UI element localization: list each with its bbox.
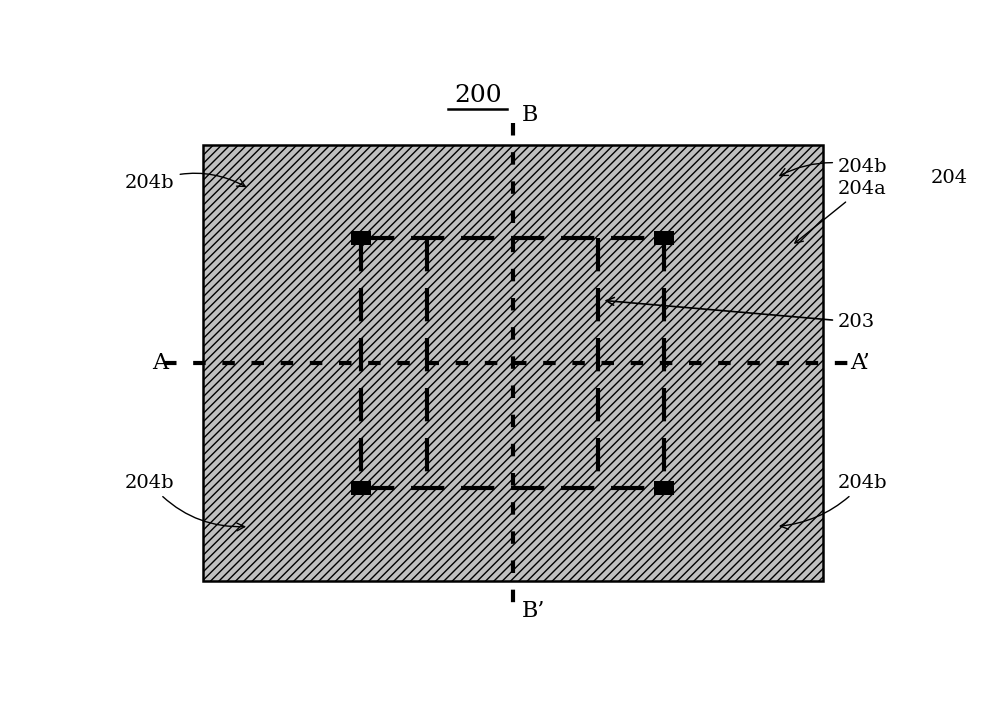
Bar — [654, 231, 674, 245]
Text: A: A — [152, 352, 168, 374]
Text: 204b: 204b — [780, 474, 888, 529]
Text: 204b: 204b — [125, 474, 245, 531]
Bar — [351, 481, 371, 496]
Text: 204: 204 — [931, 169, 968, 187]
Text: 203: 203 — [606, 297, 875, 331]
Text: B’: B’ — [522, 600, 545, 622]
Text: B: B — [522, 104, 538, 126]
Bar — [202, 145, 822, 581]
Bar — [351, 231, 371, 245]
Text: 204a: 204a — [795, 180, 887, 243]
Text: A’: A’ — [850, 352, 870, 374]
Text: 200: 200 — [454, 84, 501, 107]
Bar — [654, 481, 674, 496]
Text: 204b: 204b — [780, 158, 888, 176]
Text: 204b: 204b — [125, 173, 245, 192]
